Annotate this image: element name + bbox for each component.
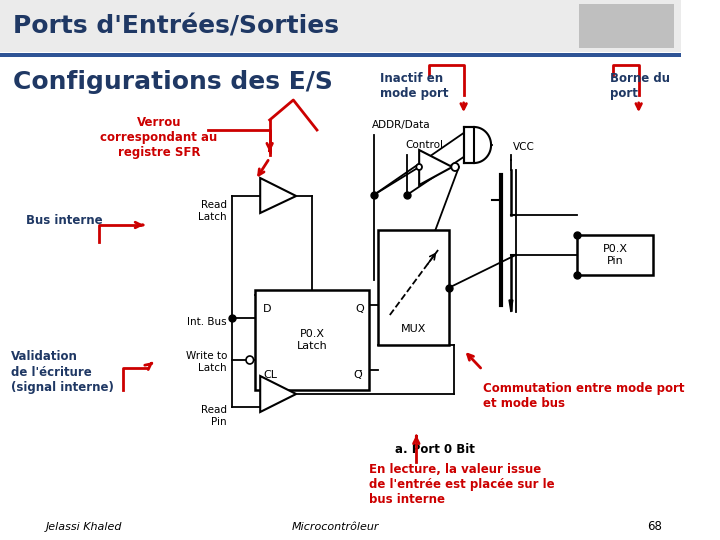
- Circle shape: [246, 356, 253, 364]
- Bar: [579, 4, 674, 48]
- Polygon shape: [260, 178, 296, 213]
- Bar: [0, 0, 681, 52]
- Text: Verrou
correspondant au
registre SFR: Verrou correspondant au registre SFR: [100, 116, 217, 159]
- Text: a. Port 0 Bit: a. Port 0 Bit: [395, 443, 475, 456]
- Polygon shape: [260, 376, 296, 412]
- Text: Q̅: Q̅: [354, 370, 363, 380]
- Bar: [0, 53, 681, 57]
- Text: VCC: VCC: [513, 142, 535, 152]
- Text: Ports d'Entrées/Sorties: Ports d'Entrées/Sorties: [13, 14, 339, 38]
- Polygon shape: [509, 300, 513, 312]
- Text: Control: Control: [405, 140, 443, 150]
- Text: MUX: MUX: [401, 324, 427, 334]
- Text: Bus interne: Bus interne: [27, 213, 103, 226]
- Text: Microcontrôleur: Microcontrôleur: [292, 522, 379, 532]
- Text: Borne du
port: Borne du port: [611, 72, 670, 100]
- Text: En lecture, la valeur issue
de l'entrée est placée sur le
bus interne: En lecture, la valeur issue de l'entrée …: [369, 463, 554, 506]
- Polygon shape: [419, 150, 452, 185]
- Text: Read
Latch: Read Latch: [199, 200, 227, 221]
- Text: Inactif en
mode port: Inactif en mode port: [380, 72, 449, 100]
- Text: Q: Q: [356, 304, 364, 314]
- Circle shape: [416, 164, 422, 170]
- Bar: [256, 290, 369, 390]
- Bar: [379, 230, 449, 345]
- Text: Int. Bus: Int. Bus: [187, 317, 227, 327]
- Text: Write to
Latch: Write to Latch: [186, 351, 227, 373]
- Text: CL: CL: [263, 370, 277, 380]
- Text: P0.X
Pin: P0.X Pin: [603, 244, 628, 266]
- Text: D: D: [263, 304, 271, 314]
- Text: 68: 68: [647, 521, 662, 534]
- Circle shape: [451, 163, 459, 171]
- Text: Validation
de l'écriture
(signal interne): Validation de l'écriture (signal interne…: [12, 350, 114, 394]
- Text: Read
Pin: Read Pin: [201, 405, 227, 427]
- Bar: [464, 127, 474, 163]
- Bar: [577, 235, 653, 275]
- Text: Configurations des E/S: Configurations des E/S: [13, 70, 333, 94]
- Text: P0.X
Latch: P0.X Latch: [297, 329, 328, 351]
- Text: Commutation entre mode port
et mode bus: Commutation entre mode port et mode bus: [482, 382, 684, 410]
- Text: ADDR/Data: ADDR/Data: [372, 120, 431, 130]
- Text: Jelassi Khaled: Jelassi Khaled: [45, 522, 122, 532]
